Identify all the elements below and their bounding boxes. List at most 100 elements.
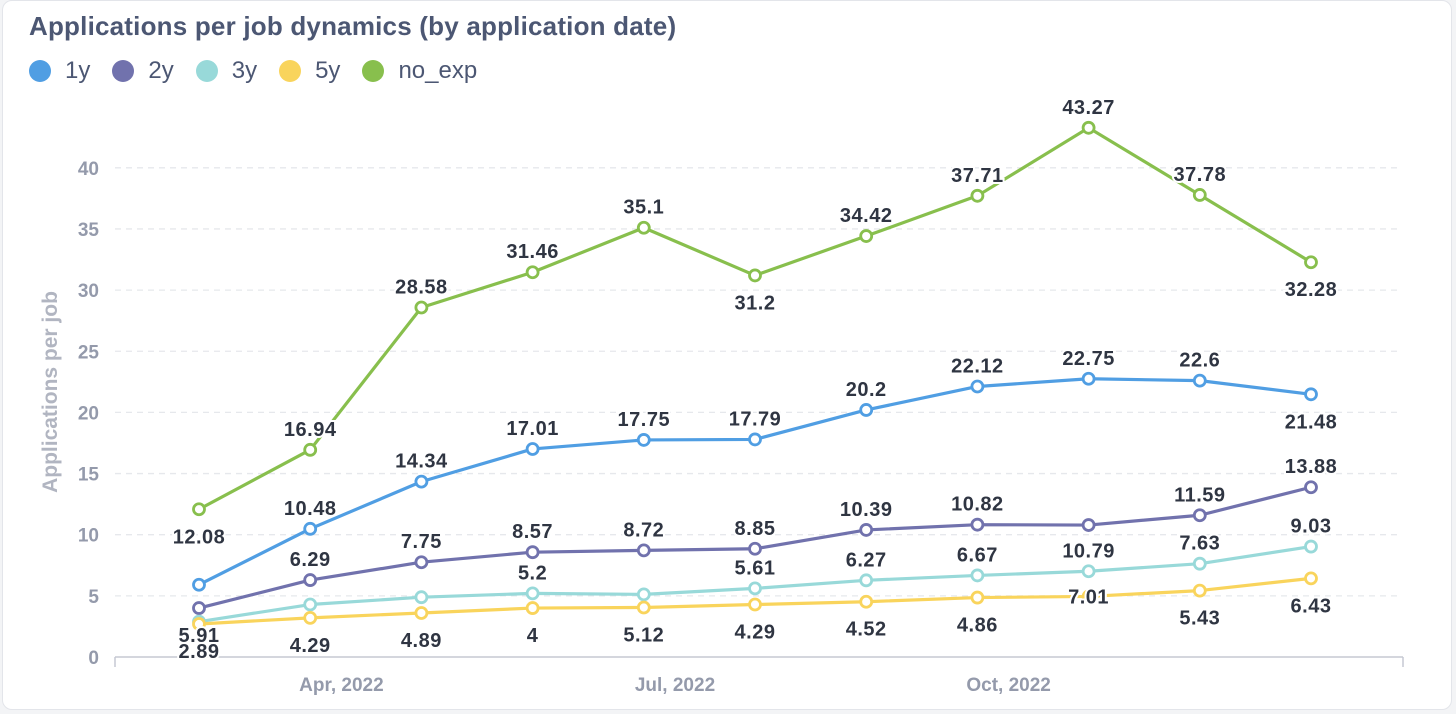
data-point-2y[interactable] xyxy=(970,517,985,532)
data-point-5y[interactable] xyxy=(1304,571,1318,586)
data-point-1y[interactable] xyxy=(1081,371,1096,386)
data-point-3y[interactable] xyxy=(525,586,540,601)
data-label: 13.88 xyxy=(1285,456,1338,478)
data-point-2y[interactable] xyxy=(525,545,540,560)
data-point-no-exp[interactable] xyxy=(970,188,985,203)
data-point-no-exp[interactable] xyxy=(414,300,429,315)
legend-swatch xyxy=(195,60,218,82)
data-label: 10.48 xyxy=(284,498,337,520)
legend-swatch xyxy=(279,60,302,82)
data-point-1y[interactable] xyxy=(859,403,874,417)
data-point-3y[interactable] xyxy=(414,590,429,605)
x-tick-label: Oct, 2022 xyxy=(966,675,1051,696)
data-label: 28.58 xyxy=(395,276,448,298)
legend-item-3y[interactable]: 3y xyxy=(195,57,257,85)
data-point-5y[interactable] xyxy=(636,600,651,615)
data-point-1y[interactable] xyxy=(192,577,206,592)
data-point-2y[interactable] xyxy=(636,543,651,558)
data-point-3y[interactable] xyxy=(970,568,985,583)
data-point-no-exp[interactable] xyxy=(192,502,206,517)
data-point-5y[interactable] xyxy=(1192,583,1207,598)
data-point-no-exp[interactable] xyxy=(1081,120,1096,135)
data-point-3y[interactable] xyxy=(1081,564,1096,579)
data-point-1y[interactable] xyxy=(414,474,429,489)
data-point-5y[interactable] xyxy=(414,606,429,620)
data-label: 31.2 xyxy=(735,292,776,314)
data-label: 10.82 xyxy=(951,494,1004,516)
data-label: 5.2 xyxy=(518,562,547,584)
data-point-5y[interactable] xyxy=(1081,589,1096,604)
line-chart: 0 5 10 15 20 25 30 35 40 Apr, 2022 Jul, 2022 Oct, 2… xyxy=(39,95,1404,696)
legend-item-2y[interactable]: 2y xyxy=(112,57,174,85)
data-label: 20.2 xyxy=(846,379,887,401)
data-point-2y[interactable] xyxy=(303,573,318,587)
y-tick-label: 25 xyxy=(78,342,100,363)
data-label: 34.42 xyxy=(840,205,893,227)
data-point-2y[interactable] xyxy=(1304,480,1318,495)
data-point-no-exp[interactable] xyxy=(303,442,318,457)
y-tick-label: 40 xyxy=(78,159,99,180)
legend-item-5y[interactable]: 5y xyxy=(279,57,340,85)
legend-label: 5y xyxy=(315,57,341,84)
data-point-2y[interactable] xyxy=(414,555,429,570)
data-label: 43.27 xyxy=(1062,97,1115,119)
data-point-2y[interactable] xyxy=(1192,508,1207,523)
chart-legend: 1y 2y 3y 5y no_exp xyxy=(29,57,499,85)
data-point-5y[interactable] xyxy=(192,617,206,631)
data-point-no-exp[interactable] xyxy=(859,229,874,243)
data-label: 11.59 xyxy=(1174,484,1225,506)
y-tick-label: 15 xyxy=(78,465,100,486)
data-label: 22.6 xyxy=(1179,350,1220,372)
data-label: 4.86 xyxy=(957,615,998,637)
legend-label: no_exp xyxy=(398,57,478,84)
y-tick-label: 5 xyxy=(88,587,99,608)
legend-swatch xyxy=(362,60,385,82)
data-point-2y[interactable] xyxy=(859,523,874,537)
data-label: 22.75 xyxy=(1062,348,1115,370)
data-point-1y[interactable] xyxy=(970,379,985,394)
data-point-5y[interactable] xyxy=(525,601,540,615)
data-point-3y[interactable] xyxy=(636,587,651,602)
data-point-2y[interactable] xyxy=(748,541,762,556)
data-point-1y[interactable] xyxy=(1304,387,1318,402)
legend-label: 1y xyxy=(65,57,91,84)
data-label: 37.78 xyxy=(1174,164,1227,186)
data-point-no-exp[interactable] xyxy=(1304,255,1318,270)
data-label: 37.71 xyxy=(951,165,1004,187)
data-point-3y[interactable] xyxy=(1304,539,1318,554)
data-point-no-exp[interactable] xyxy=(1192,188,1207,202)
data-point-2y[interactable] xyxy=(192,601,206,615)
data-point-5y[interactable] xyxy=(303,610,318,625)
data-point-1y[interactable] xyxy=(1192,373,1207,388)
data-point-5y[interactable] xyxy=(859,594,874,609)
legend-item-no-exp[interactable]: no_exp xyxy=(362,57,477,85)
data-label: 8.85 xyxy=(735,518,776,540)
y-tick-label: 30 xyxy=(78,281,99,302)
data-point-5y[interactable] xyxy=(748,597,762,612)
data-label: 7.63 xyxy=(1179,533,1220,555)
legend-item-1y[interactable]: 1y xyxy=(29,57,90,85)
data-label: 6.43 xyxy=(1291,595,1332,617)
data-point-3y[interactable] xyxy=(1192,556,1207,571)
data-point-1y[interactable] xyxy=(748,432,762,447)
data-point-1y[interactable] xyxy=(525,442,540,456)
data-label: 35.1 xyxy=(623,197,664,219)
data-point-5y[interactable] xyxy=(970,590,985,605)
legend-swatch xyxy=(29,60,51,82)
legend-swatch xyxy=(112,60,135,82)
data-point-2y[interactable] xyxy=(1081,518,1096,532)
data-label: 8.57 xyxy=(512,521,553,543)
data-label: 22.12 xyxy=(951,355,1004,377)
data-point-1y[interactable] xyxy=(636,433,651,447)
data-point-3y[interactable] xyxy=(859,573,874,588)
data-label: 12.08 xyxy=(173,526,226,548)
data-label: 6.29 xyxy=(290,549,331,571)
data-label: 5.12 xyxy=(623,624,664,646)
data-point-1y[interactable] xyxy=(303,521,318,536)
data-point-no-exp[interactable] xyxy=(748,268,762,283)
data-point-3y[interactable] xyxy=(748,581,762,596)
data-label: 4 xyxy=(527,625,539,647)
data-point-no-exp[interactable] xyxy=(636,220,651,235)
data-point-no-exp[interactable] xyxy=(525,265,540,280)
data-point-3y[interactable] xyxy=(303,597,318,612)
